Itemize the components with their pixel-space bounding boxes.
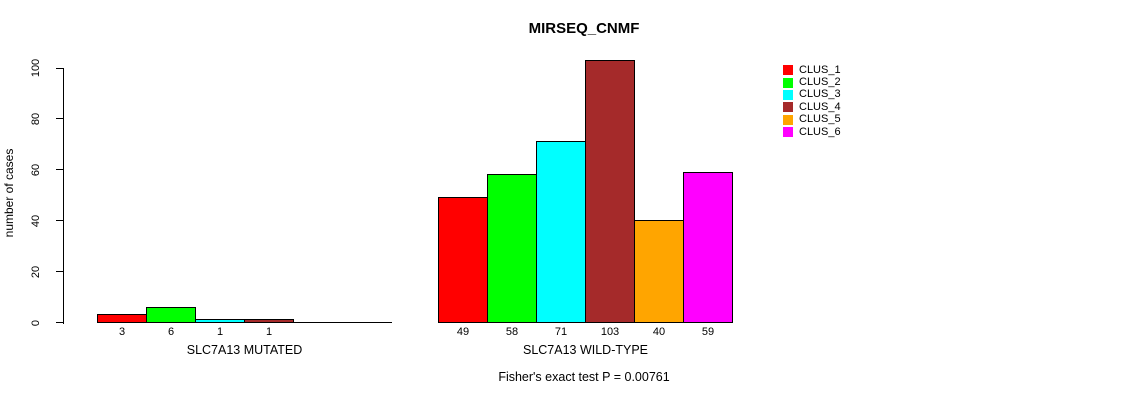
legend-label: CLUS_1 [799,63,841,76]
bar-value-label: 40 [652,326,666,338]
chart-title: MIRSEQ_CNMF [528,20,640,37]
bar [585,59,635,323]
y-tick-label: 100 [30,58,42,78]
bar [195,319,245,323]
bar [634,220,684,323]
legend-label: CLUS_6 [799,125,841,138]
bar [683,171,733,323]
legend-item: CLUS_3 [783,89,841,101]
y-tick-label: 0 [30,319,42,326]
fisher-test-annotation: Fisher's exact test P = 0.00761 [498,370,670,384]
legend-swatch [783,77,793,88]
legend-item: CLUS_6 [783,126,841,138]
bar-value-label: 58 [505,326,519,338]
bar-value-label: 49 [456,326,470,338]
legend-swatch [783,114,793,125]
bar [97,314,147,323]
legend-swatch [783,127,793,138]
y-tick [56,169,63,171]
y-tick [56,67,63,69]
y-axis-line [63,68,64,324]
y-axis-label: number of cases [2,148,16,238]
x-axis-group-label: SLC7A13 MUTATED [186,343,303,357]
legend-item: CLUS_5 [783,114,841,126]
legend-label: CLUS_5 [799,113,841,126]
y-tick-label: 80 [30,112,42,126]
y-tick [56,322,63,323]
bar [244,319,294,323]
y-tick [56,118,63,120]
legend-swatch [783,65,793,76]
y-tick-label: 60 [30,163,42,176]
bar-value-label: 3 [118,326,126,338]
x-axis-group-label: SLC7A13 WILD-TYPE [522,343,649,357]
bar-value-label: 6 [167,326,175,338]
y-tick [56,271,63,273]
y-tick-label: 40 [30,214,42,227]
bar [438,197,488,323]
legend-item: CLUS_1 [783,64,841,76]
bar-value-label: 71 [554,326,568,338]
legend-label: CLUS_2 [799,76,841,89]
legend-swatch [783,89,793,100]
legend-item: CLUS_4 [783,101,841,113]
y-tick [56,220,63,222]
bar [146,306,196,323]
bar-value-label: 1 [216,326,224,338]
bar [487,174,537,323]
legend-label: CLUS_4 [799,100,841,113]
bar-value-label: 59 [701,326,715,338]
legend: CLUS_1 CLUS_2 CLUS_3 CLUS_4 CLUS_5 CLUS_6 [783,64,841,138]
y-tick-label: 20 [30,265,42,278]
legend-label: CLUS_3 [799,88,841,101]
bar-value-label: 1 [265,326,273,338]
bar [536,141,586,323]
bar-value-label: 103 [600,326,620,338]
legend-swatch [783,102,793,113]
legend-item: CLUS_2 [783,76,841,88]
